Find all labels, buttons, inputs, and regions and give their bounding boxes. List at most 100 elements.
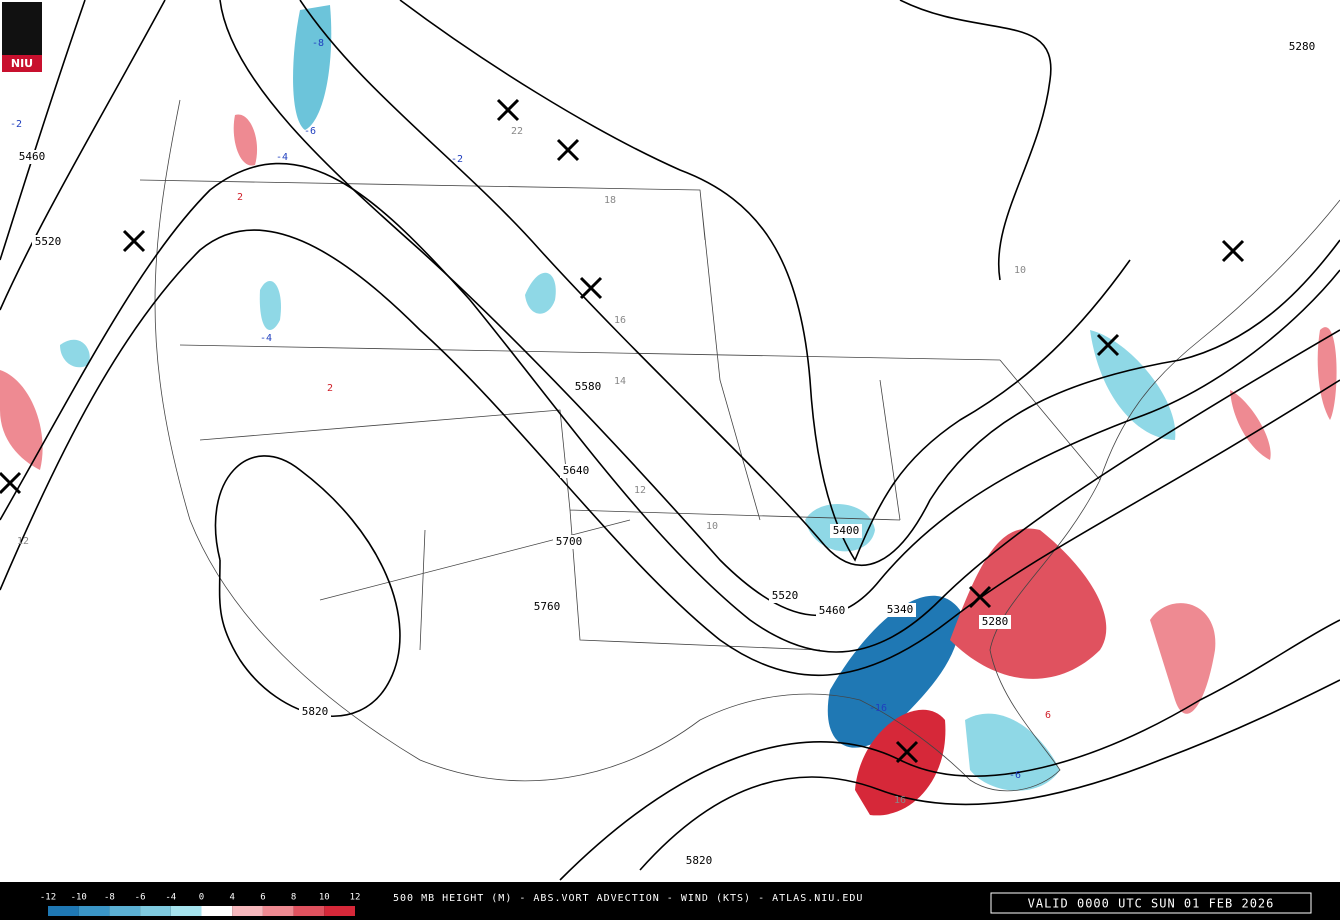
vorticity-label: -16 bbox=[869, 703, 887, 714]
label-bg bbox=[560, 464, 592, 478]
logo: NIU bbox=[2, 2, 42, 72]
height-label: 5280 bbox=[1289, 40, 1316, 53]
legend-swatch bbox=[262, 906, 294, 916]
legend-label: -12 bbox=[40, 893, 56, 903]
legend-swatch bbox=[293, 906, 325, 916]
legend-swatch bbox=[78, 906, 110, 916]
product-title: 500 MB HEIGHT (M) - ABS.VORT ADVECTION -… bbox=[393, 893, 863, 904]
height-label: 5640 bbox=[563, 464, 590, 477]
vorticity-label: 10 bbox=[706, 521, 718, 532]
vorticity-label: 16 bbox=[894, 795, 906, 806]
legend-label: 4 bbox=[229, 893, 234, 903]
neg-area bbox=[965, 713, 1060, 791]
height-contour bbox=[399, 0, 1131, 562]
pos-area bbox=[1317, 327, 1337, 420]
neg-area bbox=[1090, 330, 1176, 440]
height-label: 5580 bbox=[575, 380, 602, 393]
vorticity-label: -6 bbox=[1009, 770, 1021, 781]
valid-time: VALID 0000 UTC SUN 01 FEB 2026 bbox=[1028, 897, 1275, 911]
height-label: 5820 bbox=[302, 705, 329, 718]
label-bg bbox=[769, 589, 801, 603]
pos-area bbox=[1230, 390, 1271, 460]
label-bg bbox=[32, 235, 64, 249]
x-markers bbox=[0, 98, 1245, 764]
vorticity-label: -4 bbox=[260, 333, 272, 344]
label-bg bbox=[1286, 40, 1318, 54]
neg-area bbox=[525, 272, 556, 314]
legend: -12 -10 -8 -6 -4 0 4 6 8 10 12 bbox=[40, 893, 361, 916]
height-contour bbox=[0, 162, 1340, 653]
height-label: 5520 bbox=[35, 235, 62, 248]
vorticity-label: 6 bbox=[1045, 710, 1051, 721]
vorticity-label: -2 bbox=[451, 154, 463, 165]
vorticity-label: 16 bbox=[614, 315, 626, 326]
vorticity-label: 12 bbox=[634, 485, 646, 496]
logo-text: NIU bbox=[11, 57, 33, 70]
vorticity-label: 18 bbox=[604, 195, 616, 206]
height-label: 5280 bbox=[982, 615, 1009, 628]
height-contour bbox=[299, 0, 1340, 567]
neg-area bbox=[293, 5, 332, 130]
legend-swatch bbox=[170, 906, 202, 916]
legend-label: 8 bbox=[291, 893, 296, 903]
label-bg bbox=[531, 600, 563, 614]
legend-label: 0 bbox=[199, 893, 204, 903]
legend-swatch bbox=[324, 906, 355, 916]
height-contour bbox=[214, 455, 401, 717]
vorticity-label: 14 bbox=[614, 376, 626, 387]
state-lines bbox=[139, 179, 1101, 651]
height-label: 5460 bbox=[819, 604, 846, 617]
height-contour bbox=[0, 229, 1340, 677]
height-label: 5340 bbox=[887, 603, 914, 616]
label-bg bbox=[683, 854, 715, 868]
label-bg bbox=[979, 615, 1011, 629]
low-markers bbox=[0, 98, 1245, 764]
pos-area bbox=[233, 114, 258, 166]
height-label: 5760 bbox=[534, 600, 561, 613]
legend-swatch bbox=[201, 906, 233, 916]
height-contour bbox=[0, 0, 86, 261]
legend-label: 12 bbox=[350, 893, 361, 903]
valid-box bbox=[990, 892, 1312, 914]
legend-label: 6 bbox=[260, 893, 265, 903]
pos-area bbox=[950, 528, 1107, 679]
advection-fills bbox=[0, 5, 1337, 816]
label-bg bbox=[884, 603, 916, 617]
vorticity-label: -2 bbox=[10, 119, 22, 130]
legend-swatch bbox=[140, 906, 171, 916]
label-bg bbox=[830, 524, 862, 538]
label-bg bbox=[16, 150, 48, 164]
label-bg bbox=[816, 604, 848, 618]
height-label: 5820 bbox=[686, 854, 713, 867]
label-bg bbox=[572, 380, 604, 394]
neg-area bbox=[827, 595, 961, 748]
vorticity-label: -8 bbox=[312, 38, 324, 49]
legend-swatch bbox=[109, 906, 141, 916]
height-contour bbox=[0, 0, 166, 311]
neg-area bbox=[259, 281, 281, 330]
legend-swatch bbox=[232, 906, 263, 916]
neg-area bbox=[60, 339, 90, 368]
vorticity-label: 10 bbox=[1014, 265, 1026, 276]
legend-label: 10 bbox=[319, 893, 330, 903]
map-background bbox=[0, 0, 1340, 882]
legend-label: -10 bbox=[71, 893, 87, 903]
legend-label: -4 bbox=[165, 893, 176, 903]
vorticity-label: 12 bbox=[17, 536, 29, 547]
height-label: 5520 bbox=[772, 589, 799, 602]
vorticity-label: 2 bbox=[327, 383, 333, 394]
height-contour bbox=[219, 0, 1340, 617]
height-label: 5460 bbox=[19, 150, 46, 163]
legend-label: -8 bbox=[104, 893, 115, 903]
label-bg bbox=[553, 535, 585, 549]
label-bg bbox=[299, 705, 331, 719]
legend-label: -6 bbox=[135, 893, 146, 903]
height-contour bbox=[559, 619, 1340, 881]
height-label: 5700 bbox=[556, 535, 583, 548]
vorticity-label: -4 bbox=[276, 152, 288, 163]
height-contour bbox=[639, 679, 1340, 871]
vorticity-label: 22 bbox=[511, 126, 523, 137]
vorticity-label: -6 bbox=[304, 126, 316, 137]
